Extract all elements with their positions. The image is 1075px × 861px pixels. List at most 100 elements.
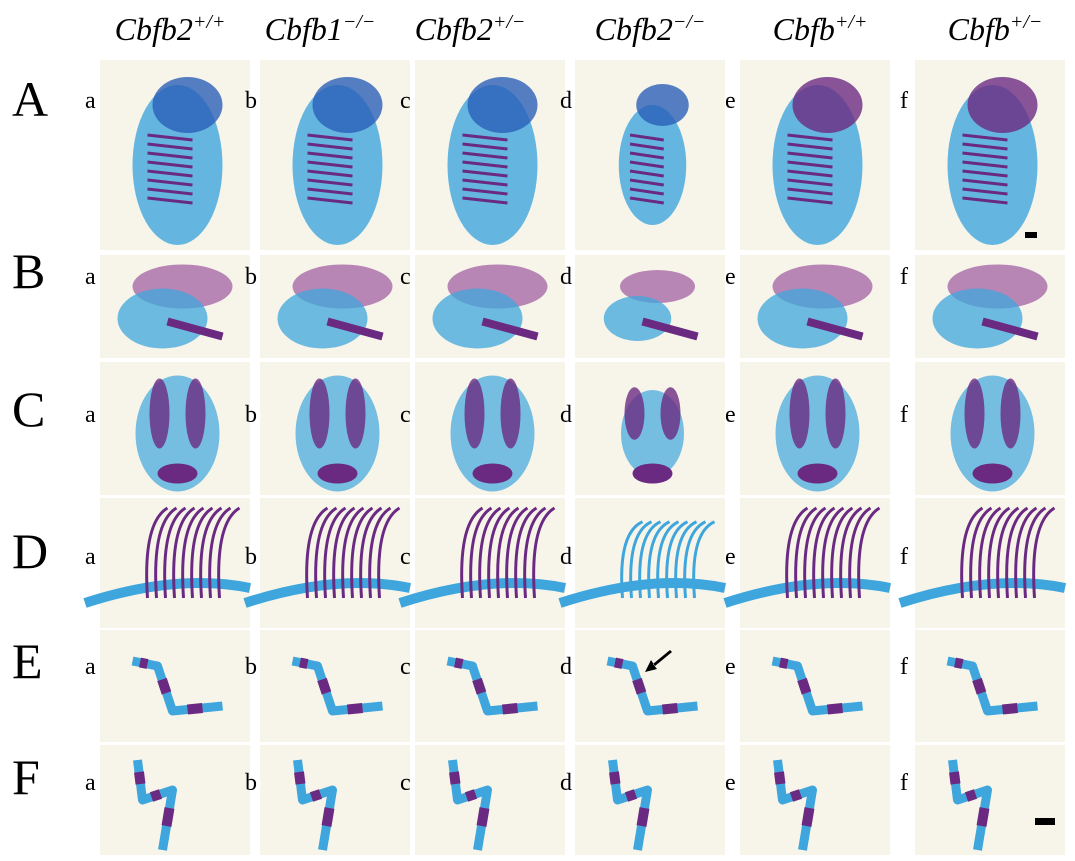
mandible-right (186, 379, 206, 449)
specimen-panel (740, 745, 890, 855)
gene-name: Cbfb (773, 11, 835, 47)
specimen-panel (100, 60, 250, 250)
mandible-left (965, 379, 985, 449)
ossified-segment (642, 808, 645, 826)
ossified-segment (455, 663, 463, 665)
specimen-panel (415, 630, 565, 742)
gene-name: Cbfb2 (595, 11, 673, 47)
panel-letter: e (725, 770, 736, 796)
column-header: Cbfb1−/− (265, 11, 376, 47)
panel-letter: a (85, 402, 96, 428)
panel-letter: c (400, 88, 411, 114)
gene-name: Cbfb2 (115, 11, 193, 47)
genotype: −/− (673, 11, 706, 33)
panel-letter: f (900, 402, 908, 428)
ossified-segment (139, 772, 141, 784)
panel-letter: f (900, 88, 908, 114)
ossified-segment (779, 772, 781, 784)
mandible-left (790, 379, 810, 449)
panel-background (260, 630, 410, 742)
mandible-left (465, 379, 485, 449)
ossified-segment (954, 772, 956, 784)
mandible-left (310, 379, 330, 449)
specimen-panel (740, 362, 890, 495)
ossified-segment (477, 680, 482, 694)
ossified-segment (627, 794, 636, 797)
panel-letter: b (245, 88, 257, 114)
specimen-panel (575, 745, 725, 855)
genotype: +/− (493, 11, 526, 33)
panel-letter: d (560, 654, 572, 680)
panel-letter: d (560, 264, 572, 290)
occipital (973, 464, 1013, 484)
row-label: F (12, 749, 40, 805)
ossified-segment (312, 794, 321, 797)
panel-letter: f (900, 264, 908, 290)
specimen-panel (260, 362, 410, 495)
specimen-panel (725, 498, 890, 628)
occipital (473, 464, 513, 484)
specimen-panel (900, 498, 1065, 628)
specimen-panel (560, 498, 725, 628)
panel-letter: d (560, 88, 572, 114)
ossified-segment (188, 708, 203, 710)
row-label: D (12, 523, 48, 579)
head (468, 77, 538, 133)
skull-base (118, 289, 208, 349)
ossified-segment (982, 808, 985, 826)
head (313, 77, 383, 133)
column-header: Cbfb2−/− (595, 11, 706, 47)
panel-letter: b (245, 770, 257, 796)
mandible-left (150, 379, 170, 449)
mandible-right (1001, 379, 1021, 449)
skull-base (278, 289, 368, 349)
panel-letter: d (560, 544, 572, 570)
panel-letter: b (245, 402, 257, 428)
panel-letter: e (725, 402, 736, 428)
ossified-segment (300, 663, 308, 665)
specimen-panel (740, 255, 890, 358)
specimen-panel (915, 630, 1065, 742)
genotype: +/+ (835, 11, 868, 33)
head (968, 77, 1038, 133)
panel-letter: c (400, 770, 411, 796)
head (636, 84, 689, 126)
ossified-segment (802, 680, 807, 694)
panel-letter: e (725, 264, 736, 290)
figure: Cbfb2+/+Cbfb1−/−Cbfb2+/−Cbfb2−/−Cbfb+/+C… (0, 0, 1075, 861)
specimen-panel (100, 362, 250, 495)
panel-letter: f (900, 770, 908, 796)
panel-background (915, 630, 1065, 742)
gene-name: Cbfb2 (415, 11, 493, 47)
scale-bar (1035, 818, 1055, 825)
specimen-panel (85, 498, 250, 628)
specimen-panel (415, 362, 565, 495)
occipital (633, 464, 673, 484)
mandible-right (346, 379, 366, 449)
mandible-right (826, 379, 846, 449)
ossified-segment (454, 772, 456, 784)
panel-background (740, 630, 890, 742)
specimen-panel (575, 255, 725, 358)
specimen-panel (915, 255, 1065, 358)
specimen-panel (415, 745, 565, 855)
panel-background (415, 630, 565, 742)
specimen-panel (260, 60, 410, 250)
panel-letter: d (560, 770, 572, 796)
mandible-right (501, 379, 521, 449)
column-header: Cbfb+/+ (773, 11, 868, 47)
mandible-right (661, 387, 681, 440)
ossified-segment (967, 794, 976, 797)
column-header: Cbfb+/− (948, 11, 1043, 47)
ossified-segment (637, 680, 642, 694)
panel-letter: b (245, 544, 257, 570)
specimen-panel (415, 255, 565, 358)
specimen-panel (245, 498, 410, 628)
panel-letter: b (245, 654, 257, 680)
ossified-segment (614, 772, 616, 784)
panel-letter: e (725, 654, 736, 680)
ossified-segment (140, 663, 148, 665)
ossified-segment (977, 680, 982, 694)
row-label: C (12, 381, 45, 437)
specimen-panel (915, 362, 1065, 495)
